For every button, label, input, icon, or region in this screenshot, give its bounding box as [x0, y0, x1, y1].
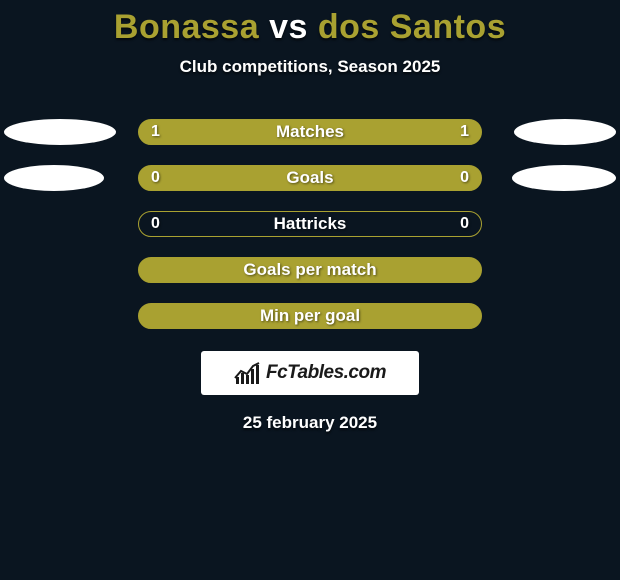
logo-box: FcTables.com: [201, 351, 419, 395]
stat-pill: 1 Matches 1: [138, 119, 482, 145]
right-ellipse: [514, 119, 616, 145]
logo-chart-icon: [234, 362, 260, 384]
stat-row: Goals per match: [0, 257, 620, 283]
stat-rows: 1 Matches 1 0 Goals 0 0 Hattricks 0 Goals per mat…: [0, 119, 620, 329]
stat-row: 0 Hattricks 0: [0, 211, 620, 237]
stat-pill: 0 Hattricks 0: [138, 211, 482, 237]
stat-right-value: 0: [460, 215, 469, 233]
infographic-container: Bonassa vs dos Santos Club competitions,…: [0, 0, 620, 433]
title-player2: dos Santos: [318, 8, 506, 46]
stat-row: 0 Goals 0: [0, 165, 620, 191]
title-vs: vs: [269, 8, 308, 46]
stat-pill: Goals per match: [138, 257, 482, 283]
stat-pill: Min per goal: [138, 303, 482, 329]
date-text: 25 february 2025: [243, 413, 377, 433]
stat-label: Min per goal: [260, 306, 360, 326]
stat-row: 1 Matches 1: [0, 119, 620, 145]
stat-left-value: 0: [151, 169, 160, 187]
title: Bonassa vs dos Santos: [114, 8, 506, 47]
right-ellipse: [512, 165, 616, 191]
stat-row: Min per goal: [0, 303, 620, 329]
stat-pill: 0 Goals 0: [138, 165, 482, 191]
stat-left-value: 1: [151, 123, 160, 141]
title-player1: Bonassa: [114, 8, 259, 46]
stat-right-value: 1: [460, 123, 469, 141]
stat-label: Matches: [276, 122, 344, 142]
subtitle: Club competitions, Season 2025: [180, 57, 441, 77]
stat-right-value: 0: [460, 169, 469, 187]
stat-label: Hattricks: [274, 214, 347, 234]
logo-text: FcTables.com: [266, 362, 386, 384]
left-ellipse: [4, 165, 104, 191]
stat-label: Goals per match: [243, 260, 376, 280]
stat-label: Goals: [286, 168, 333, 188]
left-ellipse: [4, 119, 116, 145]
stat-left-value: 0: [151, 215, 160, 233]
